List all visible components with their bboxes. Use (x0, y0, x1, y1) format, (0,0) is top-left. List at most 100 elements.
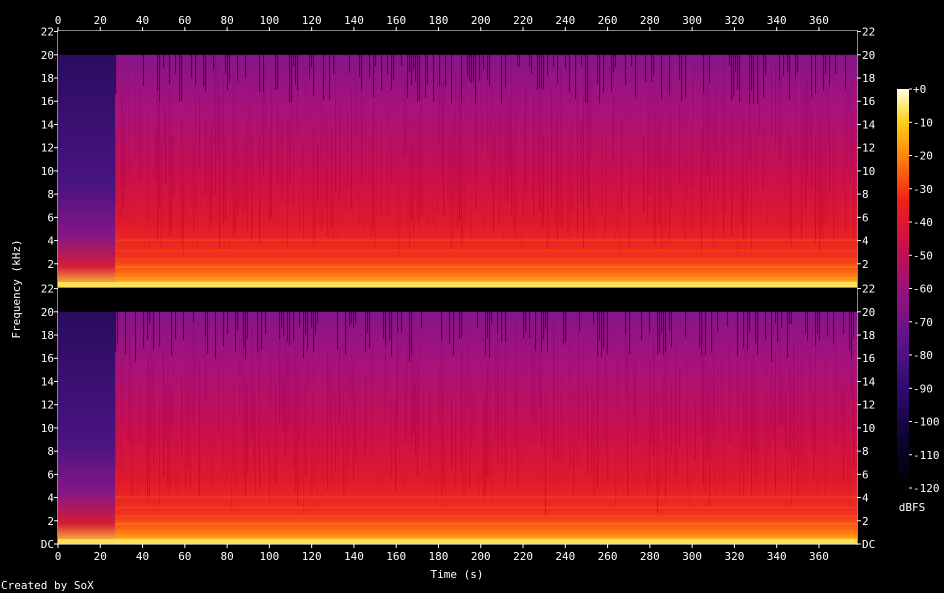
spectrogram-channel-2 (57, 287, 858, 545)
y-tick-label-right: 14 (862, 375, 876, 388)
spectrogram-texture (115, 311, 857, 515)
footer-credit: Created by SoX (1, 579, 94, 592)
x-tick-label-bottom: 80 (220, 550, 233, 563)
spectrogram-cutoff (58, 288, 857, 312)
x-tick-label-top: 260 (598, 14, 618, 27)
y-tick-label-left: 10 (41, 422, 54, 435)
y-tick-label-right: 10 (862, 422, 875, 435)
y-tick-label-right: 20 (862, 306, 875, 319)
x-axis-label: Time (s) (431, 568, 484, 581)
x-tick-label-bottom: 200 (471, 550, 491, 563)
y-tick-label-right: 2 (862, 515, 869, 528)
y-tick-label-left: 4 (47, 235, 54, 248)
x-tick-label-top: 240 (555, 14, 575, 27)
y-axis-label: Frequency (kHz) (10, 239, 23, 338)
y-tick-label-left: 6 (47, 211, 54, 224)
y-tick-label-right: 8 (862, 188, 869, 201)
x-tick-label-top: 180 (429, 14, 449, 27)
colorbar-tick-label: -40 (913, 216, 933, 229)
colorbar-tick-label: -50 (913, 249, 933, 262)
x-tick-label-top: 340 (767, 14, 787, 27)
x-tick-label-top: 280 (640, 14, 660, 27)
y-tick-label-left: DC (41, 538, 54, 551)
y-tick-label-left: 20 (41, 306, 54, 319)
y-tick-label-left: 16 (41, 95, 54, 108)
colorbar-ticks: +0 -10 -20 -30 -40 -50 -60 -70 -80 -90 -100 -110 -12… (909, 83, 940, 495)
y-tick-label-right: 12 (862, 399, 875, 412)
x-tick-label-bottom: 320 (724, 550, 744, 563)
x-tick-label-bottom: 40 (136, 550, 149, 563)
x-tick-label-bottom: 360 (809, 550, 829, 563)
x-tick-label-top: 100 (259, 14, 279, 27)
y-tick-label-right: 20 (862, 49, 875, 62)
colorbar-tick-label: -80 (913, 349, 933, 362)
y-tick-label-left: 22 (41, 283, 54, 296)
x-tick-label-bottom: 240 (555, 550, 575, 563)
x-tick-label-top: 140 (344, 14, 364, 27)
y-tick-label-right: 10 (862, 165, 875, 178)
y-tick-label-right: 8 (862, 445, 869, 458)
x-tick-label-bottom: 300 (682, 550, 702, 563)
y-tick-label-right: 4 (862, 492, 869, 505)
spectrogram-texture (115, 54, 857, 257)
y-tick-label-left: 12 (41, 399, 54, 412)
x-tick-label-bottom: 220 (513, 550, 533, 563)
y-tick-label-left: 6 (47, 468, 54, 481)
x-tick-label-top: 300 (682, 14, 702, 27)
y-tick-label-right: 12 (862, 142, 875, 155)
colorbar-gradient (897, 89, 909, 488)
y-tick-label-left: 8 (47, 188, 54, 201)
x-tick-label-top: 40 (136, 14, 149, 27)
colorbar-tick-label: -70 (913, 316, 933, 329)
colorbar-tick-label: -60 (913, 283, 933, 296)
y-tick-label-right: 18 (862, 72, 875, 85)
spectrogram-bands (58, 496, 858, 544)
y-tick-label-right: 18 (862, 329, 875, 342)
spectrogram-bands (58, 239, 858, 287)
x-tick-label-bottom: 120 (302, 550, 322, 563)
y-tick-label-right: 6 (862, 211, 869, 224)
y-tick-label-left: 18 (41, 72, 54, 85)
y-tick-label-right: 6 (862, 468, 869, 481)
colorbar: +0 -10 -20 -30 -40 -50 -60 -70 -80 -90 -100 -110 -12… (897, 83, 940, 514)
x-tick-label-top: 200 (471, 14, 491, 27)
x-tick-label-bottom: 20 (94, 550, 107, 563)
colorbar-tick-label: -110 (913, 449, 940, 462)
x-tick-label-top: 220 (513, 14, 533, 27)
spectrogram-channel-1 (57, 30, 858, 288)
x-tick-label-bottom: 340 (767, 550, 787, 563)
x-tick-label-top: 120 (302, 14, 322, 27)
y-tick-label-right: DC (862, 538, 875, 551)
colorbar-tick-label: -30 (913, 183, 933, 196)
colorbar-tick-label: -20 (913, 150, 933, 163)
x-tick-label-bottom: 160 (386, 550, 406, 563)
colorbar-label: dBFS (899, 501, 926, 514)
y-tick-label-left: 14 (41, 118, 55, 131)
plot-border (57, 287, 858, 545)
x-tick-label-bottom: 100 (259, 550, 279, 563)
y-tick-label-left: 4 (47, 492, 54, 505)
spectrogram-intro (58, 31, 116, 287)
x-tick-label-bottom: 180 (429, 550, 449, 563)
y-tick-label-left: 22 (41, 26, 54, 39)
colorbar-tick-label: -10 (913, 116, 933, 129)
y-tick-label-right: 16 (862, 95, 875, 108)
spectrogram-intro (58, 288, 116, 544)
colorbar-tick-label: -120 (913, 482, 940, 495)
y-tick-label-right: 14 (862, 118, 876, 131)
x-tick-label-bottom: 60 (178, 550, 191, 563)
x-tick-label-bottom: 140 (344, 550, 364, 563)
y-tick-label-right: 22 (862, 283, 875, 296)
x-tick-label-top: 20 (94, 14, 107, 27)
y-tick-label-left: 2 (47, 258, 54, 271)
y-tick-label-right: 22 (862, 26, 875, 39)
x-tick-label-top: 60 (178, 14, 191, 27)
y-tick-label-left: 2 (47, 515, 54, 528)
y-tick-label-left: 10 (41, 165, 54, 178)
x-tick-label-top: 80 (220, 14, 233, 27)
plot-frames (57, 30, 858, 545)
x-tick-label-bottom: 280 (640, 550, 660, 563)
y-tick-label-left: 12 (41, 142, 54, 155)
